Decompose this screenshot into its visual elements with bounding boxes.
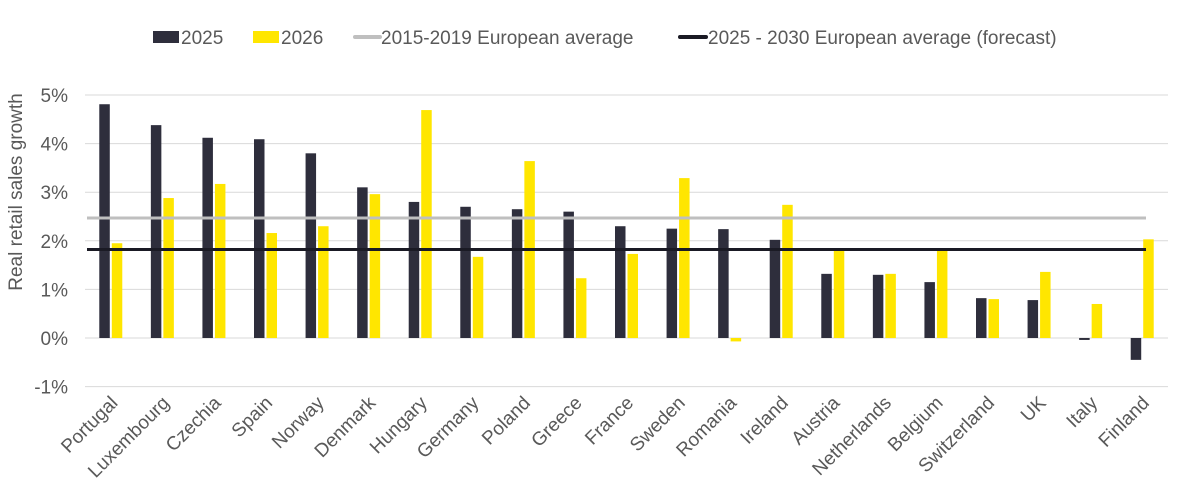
x-tick-label: UK <box>1017 392 1051 426</box>
y-tick-label: 0% <box>41 329 69 350</box>
x-tick-label: Finland <box>1095 393 1154 452</box>
bar-2026-uk <box>1040 271 1051 338</box>
x-tick-label: Italy <box>1063 392 1103 432</box>
bar-2026-norway <box>318 226 329 338</box>
bar-2025-denmark <box>357 187 368 338</box>
bar-2026-belgium <box>936 250 948 338</box>
bar-2026-luxembourg <box>163 198 174 338</box>
bar-2026-switzerland <box>988 299 999 338</box>
bar-2025-norway <box>305 153 317 338</box>
bar-2026-hungary <box>421 110 432 338</box>
bar-2026-netherlands <box>885 273 896 338</box>
bar-2026-denmark <box>369 194 381 338</box>
bar-2025-netherlands <box>872 274 884 338</box>
y-axis-title: Real retail sales growth <box>6 93 27 290</box>
bar-2025-spain <box>254 139 265 338</box>
x-tick-label: Czechia <box>162 392 226 456</box>
bar-2026-greece <box>575 278 587 338</box>
bar-2026-austria <box>833 250 845 338</box>
bar-2025-romania <box>718 229 729 338</box>
x-tick-label: Poland <box>478 393 535 450</box>
bar-2026-france <box>627 253 638 338</box>
legend-label-2025: 2025 <box>181 28 223 49</box>
legend-label-forecast-average: 2025 - 2030 European average (forecast) <box>708 28 1057 49</box>
bar-2025-luxembourg <box>150 125 162 338</box>
y-tick-label: 4% <box>41 135 69 156</box>
y-tick-label: -1% <box>34 378 68 399</box>
bar-2025-portugal <box>99 104 110 338</box>
bar-2025-france <box>615 226 626 338</box>
y-tick-label: 3% <box>41 183 69 204</box>
legend-label-historic-average: 2015-2019 European average <box>381 28 633 49</box>
legend: 2025 2026 2015-2019 European average 202… <box>153 28 1057 49</box>
bar-2025-sweden <box>666 228 678 338</box>
bar-2026-italy <box>1091 303 1103 338</box>
bar-2025-germany <box>460 206 471 338</box>
bar-2025-czechia <box>202 137 213 338</box>
y-tick-label: 5% <box>41 86 69 107</box>
bar-2026-finland <box>1143 239 1154 338</box>
bar-2025-hungary <box>408 201 420 338</box>
y-tick-label: 1% <box>41 280 69 301</box>
bar-2026-ireland <box>782 204 793 338</box>
bar-2026-spain <box>266 233 277 338</box>
bar-2025-finland <box>1130 338 1142 360</box>
y-tick-label: 2% <box>41 232 69 253</box>
bar-2025-uk <box>1027 300 1039 338</box>
bar-2025-greece <box>563 211 574 338</box>
bar-2026-czechia <box>214 183 226 338</box>
bar-2025-ireland <box>769 239 781 338</box>
bar-2025-austria <box>821 273 832 338</box>
bar-2025-italy <box>1079 338 1090 340</box>
x-tick-label: Ireland <box>737 393 793 449</box>
bar-2025-belgium <box>924 282 935 338</box>
bar-2026-portugal <box>111 243 123 338</box>
legend-swatch-2025 <box>153 31 179 43</box>
bar-2026-sweden <box>679 178 690 338</box>
bar-2026-germany <box>472 256 484 338</box>
legend-swatch-2026 <box>253 31 279 43</box>
legend-label-2026: 2026 <box>281 28 323 49</box>
bar-2025-poland <box>511 209 523 338</box>
x-tick-label: Spain <box>228 393 277 442</box>
x-tick-label: Greece <box>528 393 587 452</box>
bar-2026-romania <box>730 338 742 342</box>
bar-2025-switzerland <box>976 298 987 338</box>
